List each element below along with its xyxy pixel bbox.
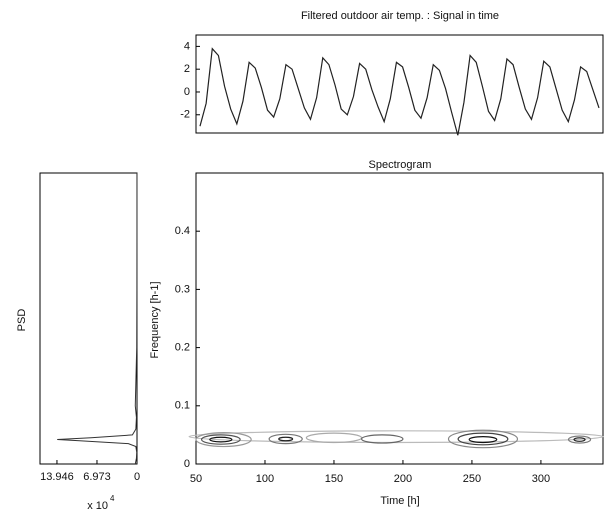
contour bbox=[468, 436, 498, 444]
contour bbox=[457, 432, 509, 446]
x-tick-label: 50 bbox=[190, 473, 202, 485]
spectrogram-axes bbox=[195, 172, 604, 465]
y-tick-label: 2 bbox=[184, 63, 190, 75]
contour bbox=[573, 437, 586, 442]
signal-axes bbox=[195, 34, 604, 134]
y-tick-label: 4 bbox=[184, 40, 190, 52]
y-tick-label: 0 bbox=[184, 86, 190, 98]
spectrogram-title: Spectrogram bbox=[369, 159, 432, 171]
signal-line bbox=[199, 47, 600, 136]
contour bbox=[278, 436, 294, 442]
contour bbox=[305, 432, 363, 444]
y-tick-label: 0.4 bbox=[175, 225, 190, 237]
y-axis-label: Frequency [h-1] bbox=[149, 281, 161, 358]
x-tick-label: 200 bbox=[394, 473, 412, 485]
x-axis-label: Time [h] bbox=[380, 495, 419, 507]
contour bbox=[567, 435, 592, 444]
contour bbox=[195, 431, 252, 448]
y-tick-label: 0.2 bbox=[175, 342, 190, 354]
x-tick-label: 6.973 bbox=[83, 471, 111, 483]
contour bbox=[209, 436, 233, 443]
x-tick-label: 150 bbox=[325, 473, 343, 485]
contour bbox=[360, 434, 404, 444]
contour bbox=[447, 429, 519, 449]
y-tick-label: 0.1 bbox=[175, 400, 190, 412]
x-exponent: 4 bbox=[110, 494, 115, 503]
x-tick-label: 100 bbox=[256, 473, 274, 485]
y-tick-label: 0 bbox=[184, 458, 190, 470]
x-multiplier: x 10 bbox=[87, 500, 108, 512]
signal-title: Filtered outdoor air temp. : Signal in t… bbox=[301, 10, 499, 22]
x-tick-label: 300 bbox=[532, 473, 550, 485]
psd-axes bbox=[39, 172, 138, 465]
psd-line bbox=[57, 173, 138, 465]
y-tick-label: -2 bbox=[180, 109, 190, 121]
x-tick-label: 13.946 bbox=[40, 471, 74, 483]
y-tick-label: 0.3 bbox=[175, 283, 190, 295]
contour bbox=[200, 434, 241, 445]
x-tick-label: 0 bbox=[134, 471, 140, 483]
x-tick-label: 250 bbox=[463, 473, 481, 485]
contour bbox=[268, 433, 303, 445]
psd-label: PSD bbox=[16, 309, 28, 332]
